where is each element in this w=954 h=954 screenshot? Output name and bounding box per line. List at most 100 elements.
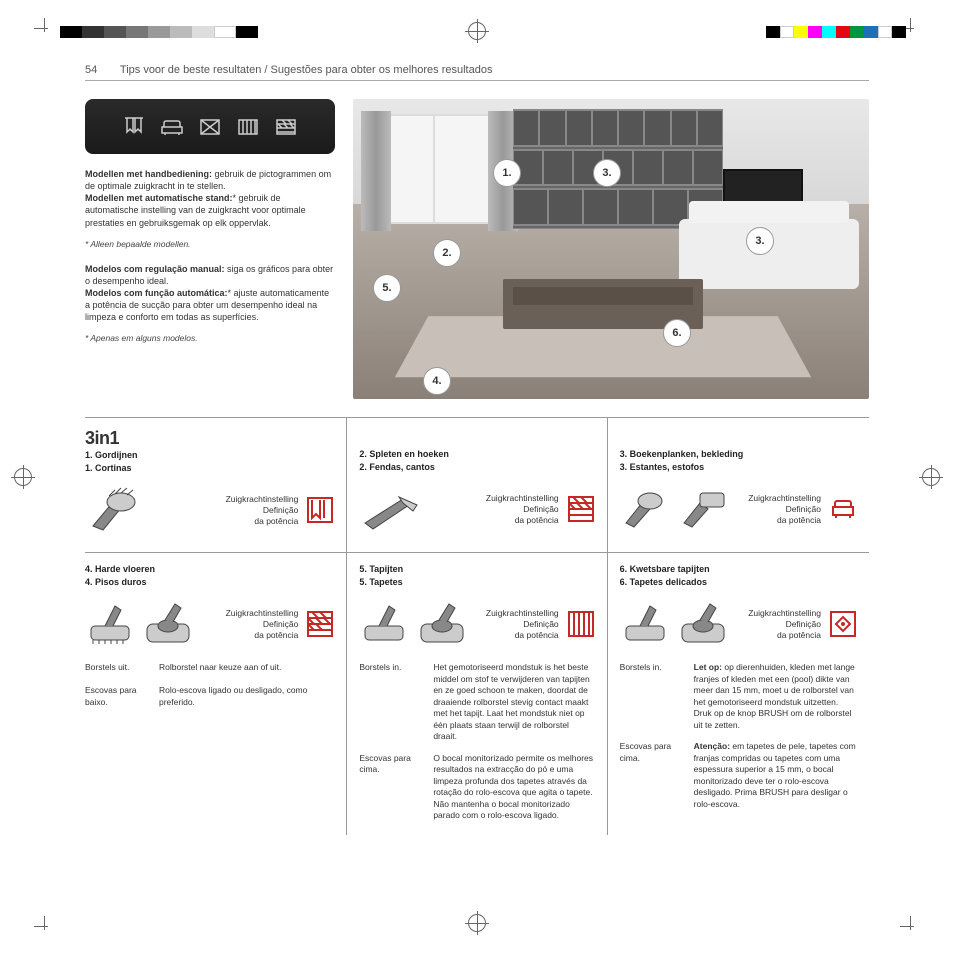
label-pt1: Definição	[475, 619, 558, 630]
carpet-setting-icon	[567, 610, 595, 638]
label-pt2: da potência	[157, 516, 298, 527]
intro-pt: Modelos com regulação manual: siga os gr…	[85, 263, 335, 324]
text-pt: Escovas para cima.	[620, 741, 680, 764]
dusting-brush-icon	[620, 481, 670, 537]
registration-mark	[468, 914, 486, 932]
desc-a: Borstels in.	[359, 662, 419, 742]
label-pt1: Definição	[201, 619, 298, 630]
text-pt: O bocal monitorizado permite os melhores…	[433, 753, 594, 822]
desc-b-pt: O bocal monitorizado permite os melhores…	[433, 753, 594, 822]
section-4: 4. Harde vloeren 4. Pisos duros Zuigkrac…	[85, 553, 346, 835]
section-title-nl: 1. Gordijnen	[85, 449, 334, 462]
callout-6: 6.	[663, 319, 691, 347]
label-nl: Zuigkrachtinstelling	[475, 608, 558, 619]
intro-nl: Modellen met handbediening: gebruik de p…	[85, 168, 335, 229]
page-content: 54 Tips voor de beste resultaten / Suges…	[85, 64, 869, 835]
page-number: 54	[85, 64, 97, 76]
intro-column: Modellen met handbediening: gebruik de p…	[85, 99, 335, 399]
suction-setting: Zuigkrachtinstelling Definição da potênc…	[736, 493, 821, 526]
label-pt2: da potência	[736, 515, 821, 526]
crop-mark	[34, 916, 54, 936]
room-curtain	[361, 111, 391, 231]
motor-nozzle-icon	[417, 596, 467, 652]
room-illustration: 1. 3. 2. 3. 5. 6. 4.	[353, 99, 869, 399]
desc-a-pt: Escovas para cima.	[620, 741, 680, 810]
floor-nozzle-icon	[85, 596, 135, 652]
curtain-icon	[122, 115, 146, 139]
callout-2: 2.	[433, 239, 461, 267]
text-nl: Borstels in.	[620, 662, 680, 673]
dusting-brush-icon	[85, 482, 149, 538]
registration-mark	[468, 22, 486, 40]
callout-1: 1.	[493, 159, 521, 187]
room-window	[373, 114, 493, 224]
floor-setting-icon	[306, 610, 334, 638]
sofa-setting-icon	[829, 495, 857, 523]
delicate-setting-icon	[829, 610, 857, 638]
desc-b: Rolborstel naar keuze aan of uit. Rolo-e…	[159, 662, 334, 708]
section-title-nl: 6. Kwetsbare tapijten	[620, 563, 857, 576]
three-in-one-logo: 3in1	[85, 428, 334, 449]
suction-dial-panel	[85, 99, 335, 154]
gray-bar	[60, 26, 258, 38]
curtain-setting-icon	[306, 496, 334, 524]
desc-a: Borstels in.	[620, 662, 680, 731]
section-title-pt: 3. Estantes, estofos	[620, 461, 857, 474]
label: Modelos com regulação manual:	[85, 264, 225, 274]
footnote-pt: * Apenas em alguns modelos.	[85, 333, 335, 343]
registration-mark	[922, 468, 940, 486]
motor-nozzle-icon	[143, 596, 193, 652]
section-title-pt: 2. Fendas, cantos	[359, 461, 594, 474]
crevice-tool-icon	[359, 481, 423, 537]
suction-setting: Zuigkrachtinstelling Definição da potênc…	[431, 493, 558, 526]
section-6: 6. Kwetsbare tapijten 6. Tapetes delicad…	[608, 553, 869, 835]
text-nl: Het gemotoriseerd mondstuk is het beste …	[433, 662, 594, 742]
label-pt2: da potência	[431, 515, 558, 526]
desc-b: Het gemotoriseerd mondstuk is het beste …	[433, 662, 594, 742]
floor-icon	[274, 115, 298, 139]
callout-5: 5.	[373, 274, 401, 302]
label-nl: Let op:	[694, 662, 722, 672]
suction-setting: Zuigkrachtinstelling Definição da potênc…	[475, 608, 558, 641]
text-pt: em tapetes de pele, tapetes com franjas …	[694, 741, 856, 808]
label-nl: Zuigkrachtinstelling	[431, 493, 558, 504]
label-nl: Zuigkrachtinstelling	[157, 494, 298, 505]
page-header: 54 Tips voor de beste resultaten / Suges…	[85, 64, 869, 81]
label-nl: Zuigkrachtinstelling	[736, 493, 821, 504]
section-title-pt: 6. Tapetes delicados	[620, 576, 857, 589]
label: Modellen met automatische stand:	[85, 193, 233, 203]
text-pt: Escovas para baixo.	[85, 685, 145, 708]
section-3: 3. Boekenplanken, bekleding 3. Estantes,…	[608, 418, 869, 552]
desc-a: Borstels uit. Escovas para baixo.	[85, 662, 145, 708]
desc-b-pt: Atenção: em tapetes de pele, tapetes com…	[694, 741, 857, 810]
section-1: 3in1 1. Gordijnen 1. Cortinas Zuigkracht…	[85, 418, 346, 552]
section-title-pt: 4. Pisos duros	[85, 576, 334, 589]
label-pt1: Definição	[157, 505, 298, 516]
label-pt2: da potência	[475, 630, 558, 641]
callout-3b: 3.	[746, 227, 774, 255]
label-pt1: Definição	[736, 619, 821, 630]
footnote-nl: * Alleen bepaalde modellen.	[85, 239, 335, 249]
label: Modellen met handbediening:	[85, 169, 212, 179]
crop-mark	[900, 916, 920, 936]
registration-mark	[14, 468, 32, 486]
label-pt2: da potência	[736, 630, 821, 641]
text-nl: Rolborstel naar keuze aan of uit.	[159, 662, 334, 673]
crop-mark	[34, 18, 54, 38]
desc-a-pt: Escovas para cima.	[359, 753, 419, 822]
section-title-nl: 3. Boekenplanken, bekleding	[620, 448, 857, 461]
desc-b: Let op: op dierenhuiden, kleden met lang…	[694, 662, 857, 731]
upholstery-tool-icon	[678, 481, 728, 537]
callout-4: 4.	[423, 367, 451, 395]
label-pt1: Definição	[736, 504, 821, 515]
section-title-pt: 5. Tapetes	[359, 576, 594, 589]
label-nl: Zuigkrachtinstelling	[201, 608, 298, 619]
carpet-icon	[236, 115, 260, 139]
floor-setting-icon	[567, 495, 595, 523]
suction-setting: Zuigkrachtinstelling Definição da potênc…	[201, 608, 298, 641]
callout-3a: 3.	[593, 159, 621, 187]
section-title-nl: 2. Spleten en hoeken	[359, 448, 594, 461]
label-pt2: da potência	[201, 630, 298, 641]
floor-nozzle-icon	[359, 596, 409, 652]
text-nl: Borstels uit.	[85, 662, 145, 673]
